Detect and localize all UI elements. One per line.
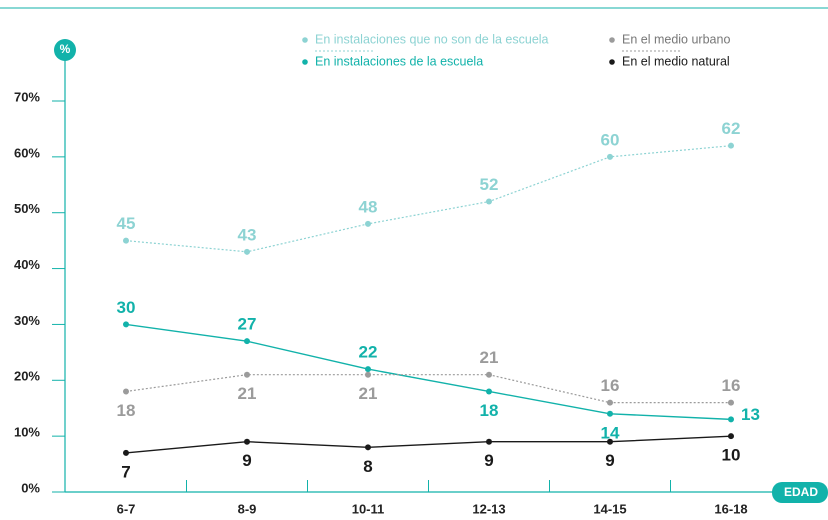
legend-marker <box>302 59 308 65</box>
y-tick-label: 70% <box>14 89 40 104</box>
legend-marker <box>609 59 615 65</box>
data-label: 9 <box>605 451 614 470</box>
x-axis-label: EDAD <box>784 485 818 499</box>
legend-label: En el medio urbano <box>622 32 730 46</box>
data-label: 43 <box>238 225 257 244</box>
data-label: 14 <box>601 423 620 442</box>
data-label: 45 <box>117 214 136 233</box>
point <box>728 433 734 440</box>
legend-marker <box>609 37 615 43</box>
x-tick-label: 10-11 <box>352 501 385 516</box>
x-label-badge <box>772 482 828 503</box>
data-label: 10 <box>722 446 741 465</box>
y-tick-label: 60% <box>14 145 40 160</box>
data-label: 16 <box>722 376 741 395</box>
data-label: 62 <box>722 119 741 138</box>
point <box>607 399 613 406</box>
data-label: 48 <box>359 197 378 216</box>
point <box>365 220 371 227</box>
series-line <box>125 323 732 421</box>
legend-marker <box>302 37 308 43</box>
data-label: 27 <box>238 315 257 334</box>
point <box>607 410 613 417</box>
data-label: 21 <box>480 348 499 367</box>
point <box>244 371 250 378</box>
data-label: 21 <box>359 384 378 403</box>
point <box>244 338 250 345</box>
x-tick-label: 8-9 <box>238 501 257 516</box>
data-label: 60 <box>601 130 620 149</box>
data-label: 13 <box>741 405 760 424</box>
x-tick-label: 16-18 <box>714 501 747 516</box>
x-tick-label: 14-15 <box>593 501 626 516</box>
y-tick-label: 10% <box>14 425 40 440</box>
legend-label: En el medio natural <box>622 54 730 68</box>
data-label: 52 <box>480 175 499 194</box>
point <box>244 438 250 445</box>
point <box>728 416 734 423</box>
point <box>365 366 371 373</box>
legend-label: En instalaciones que no son de la escuel… <box>315 32 549 46</box>
point <box>486 438 492 445</box>
point <box>486 371 492 378</box>
point <box>123 388 129 395</box>
point <box>123 449 129 456</box>
y-tick-label: 50% <box>14 201 40 216</box>
y-tick-label: 30% <box>14 313 40 328</box>
point <box>123 237 129 244</box>
data-label: 21 <box>238 384 257 403</box>
point <box>728 399 734 406</box>
series-line <box>125 435 732 454</box>
data-label: 22 <box>359 343 378 362</box>
x-tick-label: 6-7 <box>117 501 136 516</box>
data-label: 7 <box>121 462 130 481</box>
data-label: 8 <box>363 457 372 476</box>
y-tick-label: 0% <box>21 480 40 495</box>
x-tick-label: 12-13 <box>472 501 505 516</box>
point <box>365 444 371 451</box>
y-tick-label: 40% <box>14 257 40 272</box>
y-label-badge <box>54 39 76 61</box>
point <box>728 142 734 149</box>
data-label: 16 <box>601 376 620 395</box>
legend-label: En instalaciones de la escuela <box>315 54 483 68</box>
point <box>486 388 492 395</box>
data-label: 9 <box>242 451 251 470</box>
point <box>365 371 371 378</box>
point <box>486 198 492 205</box>
series-line <box>125 145 732 253</box>
y-tick-label: 20% <box>14 369 40 384</box>
series-line <box>125 374 731 404</box>
data-label: 18 <box>480 401 499 420</box>
point <box>607 438 613 445</box>
point <box>607 153 613 160</box>
y-axis-label: % <box>60 42 71 56</box>
data-label: 18 <box>117 401 136 420</box>
point <box>123 321 129 328</box>
data-label: 30 <box>117 298 136 317</box>
point <box>244 248 250 255</box>
data-label: 9 <box>484 451 493 470</box>
